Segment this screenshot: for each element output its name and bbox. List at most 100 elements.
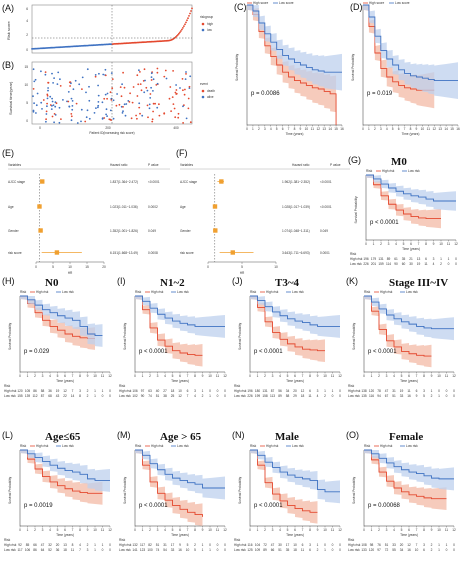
risk-high-count: 106 [132, 389, 138, 393]
risk-high-count: 179 [371, 257, 377, 261]
risk-low-count: 1 [324, 548, 326, 552]
km-xtick-label: 11 [331, 374, 335, 378]
risk-high-count: 196 [247, 389, 253, 393]
survival-point [147, 116, 149, 119]
km-xlabel: Time (years) [402, 247, 420, 251]
risk-low-count: 159 [378, 262, 384, 266]
risk-high-count: 82 [148, 543, 152, 547]
risk-high-count: 98 [370, 543, 374, 547]
risk-low-count: 3 [87, 548, 89, 552]
risk-score-point [189, 12, 191, 15]
survival-point [42, 99, 45, 101]
survival-point [59, 78, 61, 81]
forest-xtick-label: 5 [52, 265, 54, 269]
survival-point [187, 107, 190, 110]
risk-high-count: 0 [224, 389, 226, 393]
risk-table-row-label: High risk [119, 389, 132, 393]
forest-hr-text: 3.643(1.711~6.693) [282, 251, 310, 255]
km-xtick-label: 5 [401, 374, 403, 378]
km-xtick-label: 4 [164, 374, 166, 378]
km-xtick-label: 3 [42, 528, 44, 532]
survival-point [101, 101, 104, 104]
survival-point [47, 87, 49, 89]
risk-table-label: Risk [4, 384, 11, 388]
survival-point [32, 109, 35, 112]
km-xtick-label: 12 [338, 374, 342, 378]
risk-low-count: 58 [286, 394, 290, 398]
risk-low-count: 0 [224, 394, 226, 398]
survival-point [122, 71, 124, 74]
survival-point [45, 118, 47, 121]
forest-variable: risk score [8, 251, 22, 255]
survival-point [125, 103, 128, 105]
km-xtick-label: 5 [287, 528, 289, 532]
risk-high-count: 131 [378, 257, 384, 261]
risk-low-count: 68 [48, 394, 52, 398]
risk-high-count: 6 [187, 389, 189, 393]
risk-low-count: 12 [178, 394, 182, 398]
survival-point [56, 83, 59, 85]
survival-point [171, 96, 174, 98]
survival-point [156, 82, 159, 85]
km-xtick-label: 7 [187, 374, 189, 378]
km-xtick-label: 9 [431, 528, 433, 532]
km-curve-low [20, 295, 103, 336]
survival-point [51, 105, 53, 107]
risk-low-count: 66 [271, 548, 275, 552]
survival-point [103, 117, 106, 119]
km-legend-item: High score [253, 1, 268, 5]
km-confidence-band [366, 175, 441, 229]
survival-point [70, 113, 73, 115]
forest-xtick-label: 0 [207, 265, 209, 269]
risk-low-count: 86 [33, 548, 37, 552]
survival-point [110, 72, 113, 74]
km-xtick-label: 12 [452, 374, 456, 378]
km-legend-item: High risk [36, 444, 49, 448]
risk-low-count: 135 [361, 394, 367, 398]
km-xlabel: Time (years) [286, 379, 304, 383]
risk-high-count: 31 [163, 543, 167, 547]
km-xtick-label: 1 [142, 374, 144, 378]
survival-point [105, 113, 107, 116]
km-panel-title: Age≤65 [45, 431, 81, 443]
km-xlabel: Time (years) [286, 533, 304, 537]
panel-b-ytick: 0 [26, 119, 28, 123]
km-xtick-label: 6 [408, 528, 410, 532]
risk-low-count: 74 [156, 548, 160, 552]
risk-high-count: 0 [109, 389, 111, 393]
km-panel-label: (C) [234, 2, 247, 12]
km-pvalue: p < 0.0001 [139, 349, 168, 355]
survival-point [32, 110, 35, 113]
risk-low-count: 34 [400, 548, 404, 552]
km-panel-label: (G) [348, 155, 361, 165]
risk-low-count: 2 [440, 262, 442, 266]
km-panel-title: Age > 65 [160, 431, 202, 443]
risk-low-count: 102 [132, 394, 138, 398]
survival-point [183, 93, 186, 96]
km-confidence-band [135, 296, 203, 367]
forest-xlabel: HR [68, 271, 73, 275]
km-pvalue: p = 0.0086 [251, 91, 280, 97]
panel-b-points [32, 67, 192, 124]
km-xtick-label: 4 [279, 528, 281, 532]
km-xtick-label: 1 [142, 528, 144, 532]
risk-low-count: 0 [332, 548, 334, 552]
survival-point [55, 102, 58, 105]
risk-table-row-label: High risk [348, 543, 361, 547]
km-panel-label: (L) [2, 430, 13, 440]
km-xtick-label: 2 [378, 374, 380, 378]
risk-high-count: 7 [416, 543, 418, 547]
risk-high-count: 6 [416, 389, 418, 393]
panel-b-xtick: 400 [173, 126, 179, 130]
risk-low-count: 2 [324, 394, 326, 398]
risk-high-count: 105 [25, 389, 31, 393]
panel-a-ytick: 0 [26, 48, 28, 52]
km-panel-label: (H) [2, 276, 15, 286]
km-pvalue: p = 0.029 [24, 349, 50, 355]
km-xtick-label: 9 [431, 374, 433, 378]
risk-low-count: 100 [147, 548, 153, 552]
km-xtick-label: 14 [328, 127, 332, 131]
survival-point [165, 77, 168, 80]
risk-table-label: Risk [348, 538, 355, 542]
survival-point [80, 120, 82, 123]
